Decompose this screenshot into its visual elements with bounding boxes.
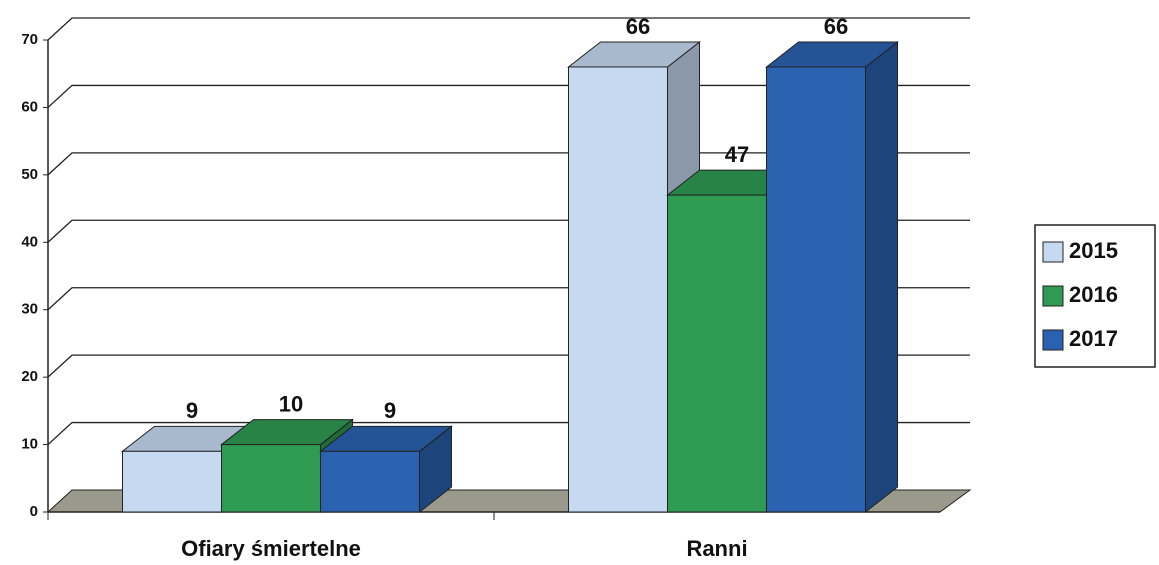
value-label: 9 [186, 398, 198, 423]
y-tick-label: 10 [21, 436, 38, 453]
legend-label: 2017 [1069, 326, 1118, 351]
legend-label: 2016 [1069, 282, 1118, 307]
y-tick-label: 0 [30, 503, 38, 520]
y-tick-label: 40 [21, 233, 38, 250]
bar [667, 194, 767, 513]
bar [221, 444, 321, 513]
bar-side [865, 40, 898, 514]
y-tick-label: 70 [21, 31, 38, 48]
y-tick-label: 60 [21, 98, 38, 115]
bar [766, 66, 866, 513]
legend-swatch [1042, 241, 1064, 263]
bar [568, 66, 668, 513]
bar [320, 450, 420, 513]
value-label: 66 [626, 14, 650, 39]
y-tick-label: 30 [21, 301, 38, 318]
value-label: 47 [725, 142, 749, 167]
grid-line [47, 17, 970, 41]
y-tick-label: 20 [21, 368, 38, 385]
y-tick-label: 50 [21, 166, 38, 183]
value-label: 66 [824, 14, 848, 39]
bar [122, 450, 222, 513]
value-label: 10 [279, 391, 303, 416]
legend-swatch [1042, 329, 1064, 351]
legend-swatch [1042, 285, 1064, 307]
x-tick-label: Ranni [686, 536, 747, 561]
value-label: 9 [384, 398, 396, 423]
legend-label: 2015 [1069, 238, 1118, 263]
x-tick-label: Ofiary śmiertelne [181, 536, 361, 561]
